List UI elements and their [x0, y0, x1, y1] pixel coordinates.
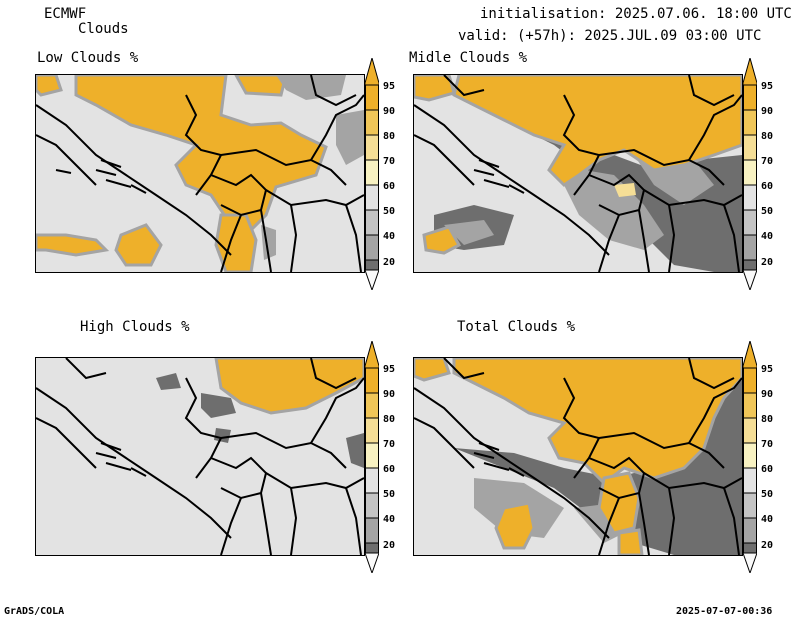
- colorbar-label: 40: [761, 514, 774, 525]
- colorbar-label: 95: [383, 364, 396, 375]
- colorbar-label: 40: [383, 514, 396, 525]
- colorbar-low: 95 90 80 70 60 50 40 20: [365, 58, 395, 290]
- colorbar-label: 60: [383, 464, 396, 475]
- panel-title-low: Low Clouds %: [37, 50, 139, 66]
- map-panel-high: [35, 357, 365, 556]
- colorbar-label: 50: [761, 489, 774, 500]
- footer-timestamp: 2025-07-07-00:36: [676, 606, 773, 617]
- colorbar-label: 50: [383, 206, 396, 217]
- colorbar-label: 95: [383, 81, 396, 92]
- colorbar-label: 70: [383, 439, 396, 450]
- colorbar-label: 20: [383, 540, 396, 551]
- colorbar-label: 50: [383, 489, 396, 500]
- product-name: Clouds: [78, 21, 129, 37]
- colorbar-label: 40: [761, 231, 774, 242]
- colorbar-high: 95 90 80 70 60 50 40 20: [365, 341, 395, 573]
- borders-total: [414, 358, 742, 555]
- colorbar-label: 95: [761, 364, 774, 375]
- valid-time: valid: (+57h): 2025.JUL.09 03:00 UTC: [458, 28, 762, 44]
- colorbar-label: 80: [761, 414, 774, 425]
- map-panel-total: [413, 357, 743, 556]
- colorbar-label: 60: [383, 181, 396, 192]
- colorbar-label: 80: [383, 414, 396, 425]
- colorbar-label: 90: [761, 106, 774, 117]
- colorbar-mid: 95 90 80 70 60 50 40 20: [743, 58, 773, 290]
- colorbar-label: 70: [761, 156, 774, 167]
- colorbar-label: 90: [383, 389, 396, 400]
- borders-low: [36, 75, 364, 272]
- init-time: initialisation: 2025.07.06. 18:00 UTC: [480, 6, 792, 22]
- colorbar-label: 90: [761, 389, 774, 400]
- colorbar-label: 60: [761, 181, 774, 192]
- colorbar-label: 80: [383, 131, 396, 142]
- colorbar-label: 60: [761, 464, 774, 475]
- colorbar-label: 20: [761, 540, 774, 551]
- colorbar-label: 70: [761, 439, 774, 450]
- panel-title-total: Total Clouds %: [457, 319, 576, 335]
- footer-software: GrADS/COLA: [4, 606, 65, 617]
- colorbar-total: 95 90 80 70 60 50 40 20: [743, 341, 773, 573]
- map-panel-low: [35, 74, 365, 273]
- colorbar-label: 20: [761, 257, 774, 268]
- colorbar-label: 90: [383, 106, 396, 117]
- borders-high: [36, 358, 364, 555]
- model-name: ECMWF: [44, 6, 87, 22]
- colorbar-label: 50: [761, 206, 774, 217]
- panel-title-mid: Midle Clouds %: [409, 50, 528, 66]
- colorbar-label: 80: [761, 131, 774, 142]
- colorbar-label: 95: [761, 81, 774, 92]
- borders-mid: [414, 75, 742, 272]
- cloud-fill-low: [36, 75, 328, 272]
- map-panel-mid: [413, 74, 743, 273]
- colorbar-label: 40: [383, 231, 396, 242]
- colorbar-label: 70: [383, 156, 396, 167]
- panel-title-high: High Clouds %: [80, 319, 190, 335]
- colorbar-label: 20: [383, 257, 396, 268]
